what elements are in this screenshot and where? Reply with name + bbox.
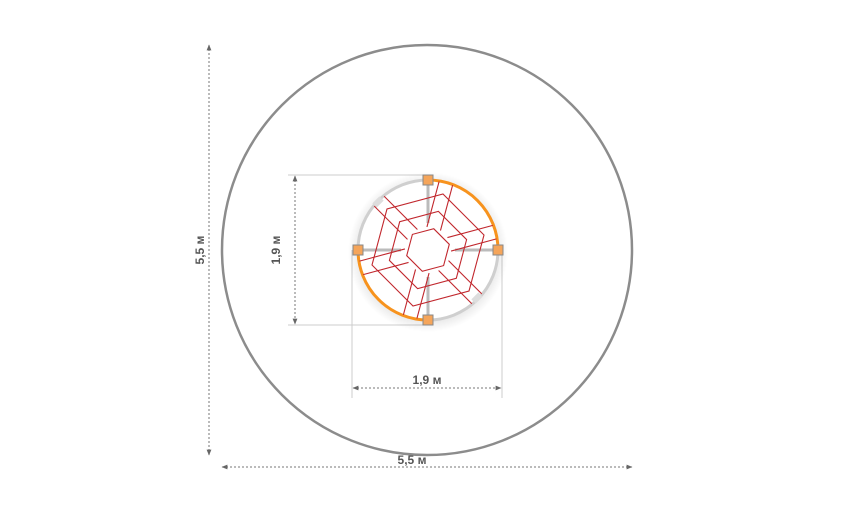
web-spoke bbox=[450, 238, 497, 252]
web-spoke bbox=[359, 248, 406, 262]
ring-arc-orange-top-right bbox=[427, 178, 500, 251]
post-bottom bbox=[422, 314, 434, 326]
inner-height-label: 1,9 м bbox=[269, 235, 283, 264]
outer-width-label: 5,5 м bbox=[398, 453, 427, 467]
post-right bbox=[492, 244, 504, 256]
inner-width-label: 1,9 м bbox=[413, 373, 442, 387]
web-spoke bbox=[383, 195, 418, 230]
outer-height-label: 5,5 м bbox=[193, 235, 207, 264]
web-spoke bbox=[439, 185, 454, 231]
web-ring-3 bbox=[371, 193, 485, 307]
web-spoke bbox=[448, 260, 483, 295]
web-spoke bbox=[438, 270, 473, 305]
web-ring-1 bbox=[406, 228, 450, 272]
web-ring-2 bbox=[388, 210, 468, 290]
web-spoke bbox=[363, 261, 409, 276]
web-spoke bbox=[426, 181, 440, 228]
web-spoke bbox=[416, 272, 430, 319]
post-left bbox=[352, 244, 364, 256]
spider-net-equipment bbox=[348, 172, 508, 332]
ring-arc-orange-bottom-left bbox=[356, 249, 429, 322]
web-spoke bbox=[447, 224, 493, 239]
web-spoke bbox=[373, 205, 408, 240]
web-spoke bbox=[402, 269, 417, 315]
rope-web bbox=[359, 181, 497, 319]
safety-zone-circle bbox=[220, 43, 634, 457]
post-top bbox=[422, 174, 434, 186]
